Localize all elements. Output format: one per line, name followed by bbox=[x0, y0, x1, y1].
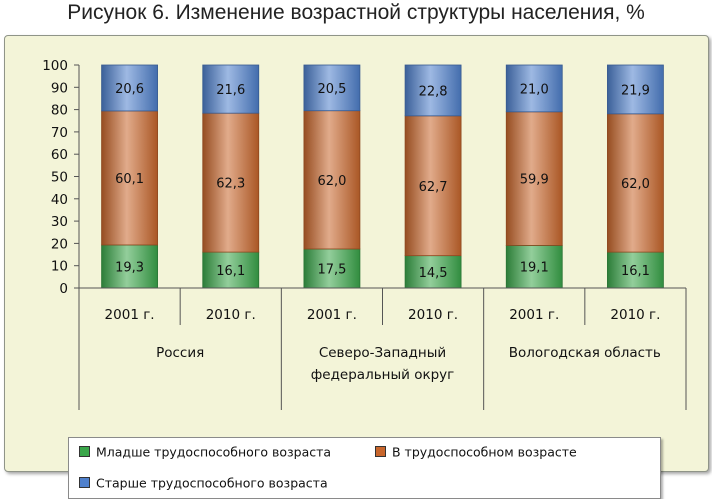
legend-item-working: В трудоспособном возрасте bbox=[375, 444, 577, 460]
bar-old-4 bbox=[505, 64, 563, 113]
data-label-old-4: 21,0 bbox=[520, 82, 549, 97]
bar-young-5 bbox=[607, 251, 664, 289]
bar-working-5 bbox=[607, 113, 664, 253]
bar-old-3 bbox=[404, 64, 462, 117]
category-label-1: 2010 г. bbox=[206, 307, 256, 323]
y-tick-label-30: 30 bbox=[51, 214, 68, 230]
legend-swatch-old bbox=[79, 477, 90, 488]
data-label-old-5: 21,9 bbox=[621, 83, 650, 98]
chart-page: Рисунок 6. Изменение возрастной структур… bbox=[4, 1, 709, 499]
category-label-2: 2001 г. bbox=[307, 307, 357, 323]
category-label-3: 2010 г. bbox=[408, 307, 458, 323]
y-tick-label-80: 80 bbox=[51, 103, 68, 119]
data-label-young-3: 14,5 bbox=[419, 266, 448, 281]
group-label-1-1: федеральный округ bbox=[311, 367, 455, 383]
bar-working-0 bbox=[101, 110, 158, 246]
y-tick-label-40: 40 bbox=[51, 192, 68, 208]
y-tick-label-70: 70 bbox=[51, 125, 68, 141]
chart-title: Рисунок 6. Изменение возрастной структур… bbox=[67, 1, 645, 24]
data-label-working-1: 62,3 bbox=[216, 177, 245, 192]
data-label-working-4: 59,9 bbox=[520, 173, 549, 188]
legend-item-young: Младше трудоспособного возраста bbox=[79, 444, 331, 460]
y-tick-label-0: 0 bbox=[59, 281, 68, 297]
bar-young-2 bbox=[303, 248, 361, 289]
legend: Младше трудоспособного возраста В трудос… bbox=[68, 437, 661, 499]
category-label-4: 2001 г. bbox=[509, 307, 559, 323]
data-label-young-5: 16,1 bbox=[621, 264, 650, 279]
y-tick-label-60: 60 bbox=[51, 147, 68, 163]
bar-young-3 bbox=[404, 255, 462, 289]
legend-label-working: В трудоспособном возрасте bbox=[392, 444, 577, 460]
legend-swatch-working bbox=[375, 446, 386, 457]
group-label-0-0: Россия bbox=[156, 345, 204, 361]
bar-working-1 bbox=[202, 112, 260, 253]
y-tick-label-10: 10 bbox=[51, 259, 68, 275]
data-label-old-1: 21,6 bbox=[216, 83, 245, 98]
bar-working-4 bbox=[505, 111, 563, 246]
data-label-old-3: 22,8 bbox=[419, 84, 448, 99]
data-label-young-0: 19,3 bbox=[115, 260, 144, 275]
data-label-working-5: 62,0 bbox=[621, 177, 650, 192]
data-label-working-3: 62,7 bbox=[419, 180, 448, 195]
bar-old-0 bbox=[101, 64, 158, 112]
category-label-0: 2001 г. bbox=[105, 307, 155, 323]
data-label-young-2: 17,5 bbox=[317, 262, 346, 277]
bar-young-0 bbox=[101, 244, 158, 289]
legend-label-old: Старше трудоспособного возраста bbox=[96, 475, 328, 491]
y-tick-label-100: 100 bbox=[42, 58, 68, 74]
data-label-working-0: 60,1 bbox=[115, 172, 144, 187]
legend-label-young: Младше трудоспособного возраста bbox=[96, 444, 332, 460]
data-label-working-2: 62,0 bbox=[317, 174, 346, 189]
data-label-young-1: 16,1 bbox=[216, 264, 245, 279]
plot-area: 0 10 20 30 40 50 60 70 80 90 100 19,3 60,1 20,6 16,1 62… bbox=[42, 58, 687, 410]
group-label-1-0: Северо-Западный bbox=[319, 345, 446, 361]
bar-old-2 bbox=[303, 64, 361, 112]
category-label-5: 2010 г. bbox=[610, 307, 660, 323]
y-tick-label-50: 50 bbox=[51, 170, 68, 186]
legend-swatch-young bbox=[79, 446, 90, 457]
bar-working-2 bbox=[303, 110, 361, 250]
bar-old-5 bbox=[607, 64, 664, 115]
data-label-old-2: 20,5 bbox=[317, 82, 346, 97]
y-tick-label-90: 90 bbox=[51, 80, 68, 96]
group-label-2-0: Вологодская область bbox=[509, 345, 661, 361]
y-tick-label-20: 20 bbox=[51, 236, 68, 252]
legend-item-old: Старше трудоспособного возраста bbox=[79, 475, 328, 491]
bar-working-3 bbox=[404, 115, 462, 257]
data-label-young-4: 19,1 bbox=[520, 261, 549, 276]
chart-panel: 0 10 20 30 40 50 60 70 80 90 100 19,3 60,1 20,6 16,1 62… bbox=[4, 35, 709, 499]
bar-old-1 bbox=[202, 64, 260, 114]
data-label-old-0: 20,6 bbox=[115, 82, 144, 97]
